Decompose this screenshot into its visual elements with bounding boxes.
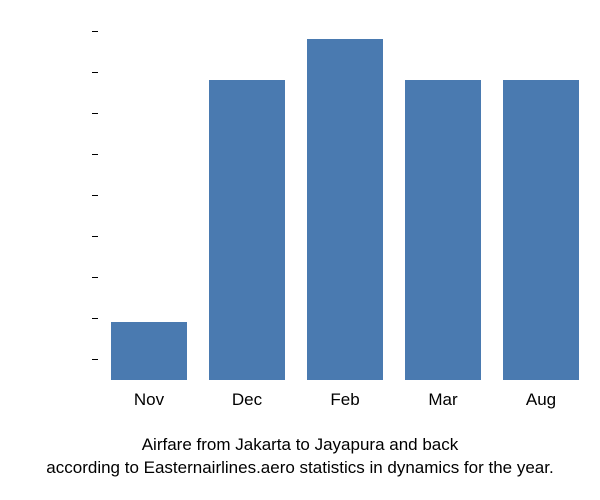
bar [405,80,481,380]
bar [111,322,187,380]
y-tick-mark [92,236,98,237]
y-tick-mark [92,113,98,114]
x-tick-label: Dec [232,390,262,410]
x-tick-label: Nov [134,390,164,410]
bar [503,80,579,380]
x-tick-label: Aug [526,390,556,410]
caption-line-2: according to Easternairlines.aero statis… [46,458,553,477]
y-tick-mark [92,31,98,32]
x-tick-label: Mar [428,390,457,410]
caption-line-1: Airfare from Jakarta to Jayapura and bac… [142,435,459,454]
y-tick-mark [92,72,98,73]
bar [209,80,285,380]
y-tick-mark [92,359,98,360]
airfare-bar-chart: 60000 ₽61000 ₽62000 ₽63000 ₽64000 ₽65000… [0,0,600,500]
chart-caption: Airfare from Jakarta to Jayapura and bac… [0,434,600,480]
y-tick-mark [92,277,98,278]
y-tick-mark [92,318,98,319]
plot-area [100,10,590,380]
y-tick-mark [92,154,98,155]
y-tick-mark [92,195,98,196]
x-tick-label: Feb [330,390,359,410]
bar [307,39,383,380]
